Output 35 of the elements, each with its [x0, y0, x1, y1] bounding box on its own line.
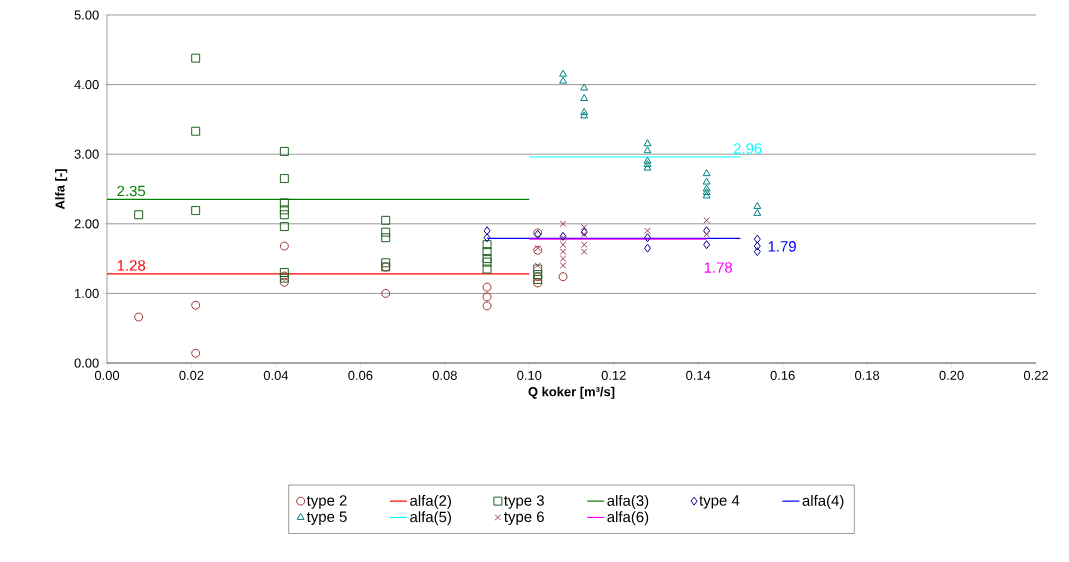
x-tick-label: 0.10: [517, 370, 542, 380]
legend-label: alfa(4): [802, 494, 844, 509]
annotation: 1.79: [768, 241, 796, 252]
legend-label: type 5: [306, 511, 347, 525]
legend-label: type 3: [504, 495, 544, 509]
legend-label: alfa(2): [410, 494, 451, 509]
legend-label: type 6: [504, 511, 544, 525]
legend-label: type 4: [699, 495, 740, 509]
x-tick-label: 0.06: [348, 370, 373, 380]
y-axis-title: Alfa [-]: [55, 169, 68, 210]
legend-label: alfa(6): [607, 511, 649, 526]
x-tick-label: 0.16: [770, 370, 795, 380]
legend-label: alfa(3): [607, 494, 649, 509]
x-tick-label: 0.04: [263, 370, 289, 380]
x-tick-label: 0.12: [601, 370, 626, 380]
y-tick-label: 2.00: [74, 219, 99, 229]
x-tick-label: 0.14: [686, 370, 711, 380]
y-tick-label: 3.00: [74, 149, 99, 159]
x-axis-title: Q koker [m³/s]: [528, 386, 615, 399]
legend-label: alfa(5): [410, 511, 451, 526]
x-tick-label: 0.20: [939, 370, 964, 380]
y-tick-label: 5.00: [74, 10, 99, 20]
annotation: 2.35: [117, 185, 146, 197]
x-tick-label: 0.18: [855, 370, 880, 380]
annotation: 1.78: [704, 262, 733, 273]
y-tick-label: 1.00: [75, 288, 99, 298]
annotation: 1.28: [117, 260, 146, 271]
x-tick-label: 0.22: [1023, 370, 1048, 380]
x-tick-label: 0.02: [179, 370, 204, 380]
legend-label: type 2: [306, 495, 347, 509]
x-tick-label: 0.00: [94, 370, 120, 380]
annotation: 2.96: [733, 143, 762, 154]
x-tick-label: 0.08: [432, 370, 457, 380]
y-tick-label: 4.00: [74, 80, 99, 90]
y-tick-label: 0.00: [74, 358, 99, 368]
